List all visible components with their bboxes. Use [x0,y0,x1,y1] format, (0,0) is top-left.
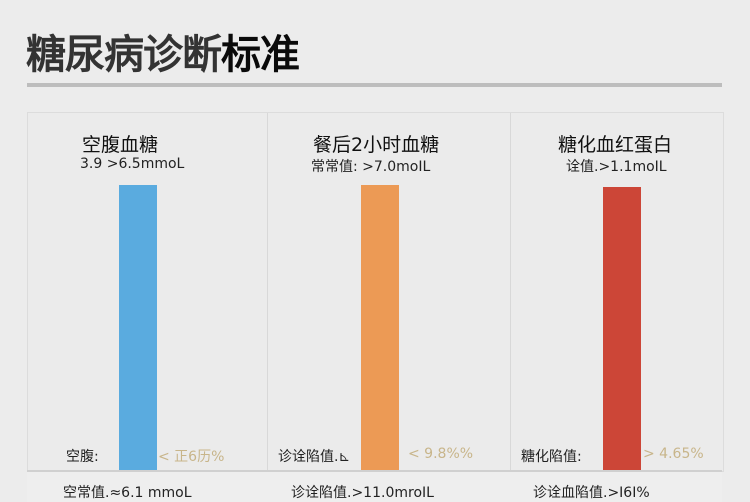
footer-row: 空常值.≈6.1 mmoL 诊诠陷值.>11.0mroIL 诊诠血陷值.>I6I… [27,470,722,502]
bar-value: > 4.65% [643,446,704,462]
column-postprandial: 餐后2小时血糖 常常值: >7.0moIL 诊诠陷值.⊾ < 9.8%% [268,113,511,471]
criteria-panel: 空腹血糖 3.9 >6.5mmoL 空腹: < 正6历% 餐后2小时血糖 常常值… [27,112,724,472]
bar [603,187,641,471]
title-divider [27,83,722,87]
column-subtitle: 常常值: >7.0moIL [311,159,431,175]
bar [361,185,399,471]
bar-value: < 正6历% [158,449,225,465]
bar-label: 糖化陷值: [521,449,582,465]
footer-value: 诊诠血陷值.>I6I% [533,485,650,501]
page-title: 糖尿病诊断标准 [26,32,300,78]
footer-value: 诊诠陷值.>11.0mroIL [291,485,434,501]
bar-label: 诊诠陷值.⊾ [278,449,351,465]
column-title: 空腹血糖 [82,134,159,156]
column-subtitle: 3.9 >6.5mmoL [80,156,185,172]
bar-label: 空腹: [66,449,99,465]
footer-value: 空常值.≈6.1 mmoL [63,485,192,501]
column-title: 餐后2小时血糖 [313,134,440,156]
column-fasting: 空腹血糖 3.9 >6.5mmoL 空腹: < 正6历% [28,113,268,471]
column-title: 糖化血红蛋白 [558,134,673,156]
column-hba1c: 糖化血红蛋白 诠值.>1.1moIL 糖化陷值: > 4.65% [511,113,723,471]
bar [119,185,157,471]
column-subtitle: 诠值.>1.1moIL [566,159,667,175]
bar-value: < 9.8%% [408,446,474,462]
